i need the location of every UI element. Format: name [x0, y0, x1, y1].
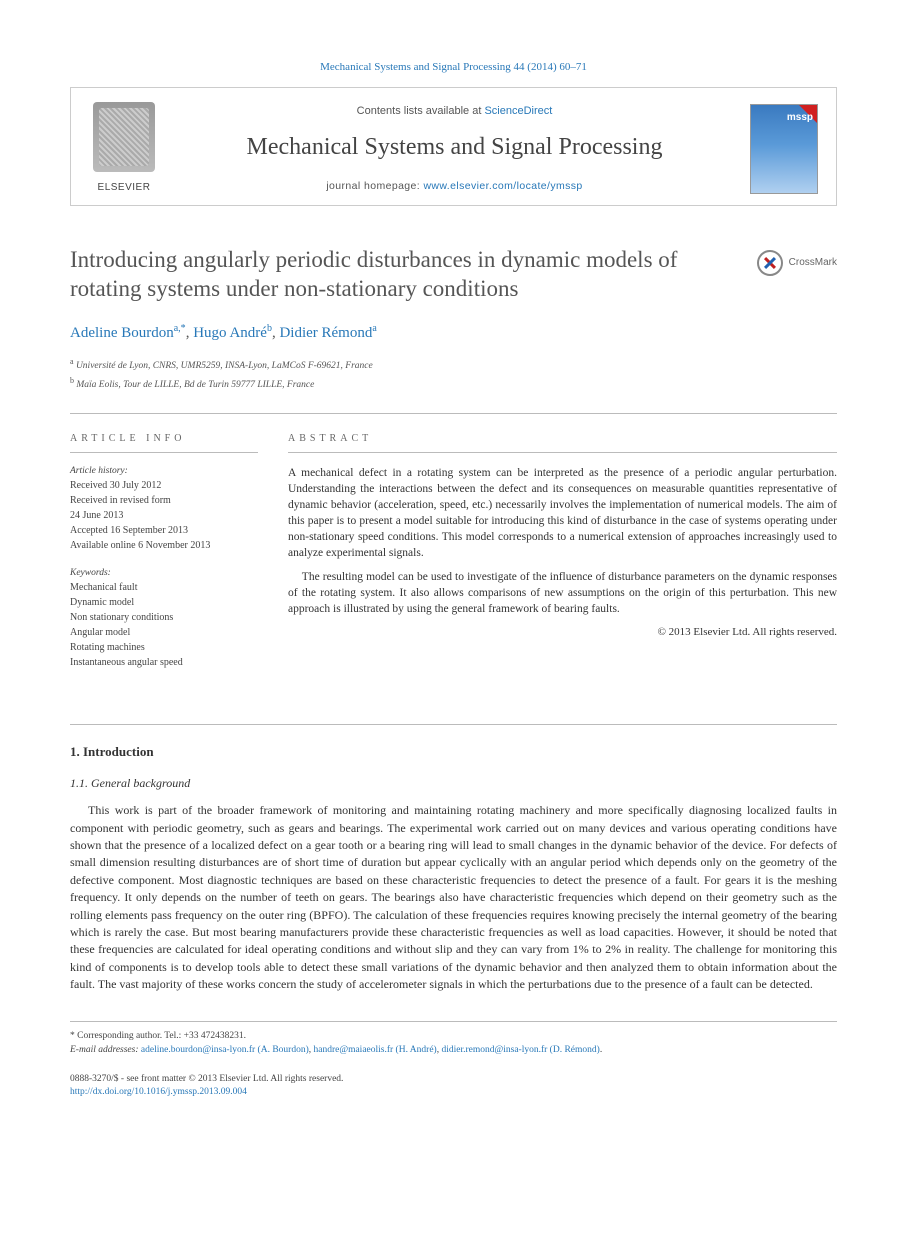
history-item: Received 30 July 2012	[70, 479, 258, 493]
journal-name: Mechanical Systems and Signal Processing	[177, 131, 732, 165]
sciencedirect-link[interactable]: ScienceDirect	[484, 105, 552, 117]
citation-header: Mechanical Systems and Signal Processing…	[70, 60, 837, 75]
author-link[interactable]: Hugo André	[193, 325, 267, 341]
cover-label: mssp	[787, 111, 813, 125]
email-link[interactable]: adeline.bourdon@insa-lyon.fr (A. Bourdon…	[141, 1045, 309, 1055]
keywords-label: Keywords:	[70, 567, 258, 580]
doi-link[interactable]: http://dx.doi.org/10.1016/j.ymssp.2013.0…	[70, 1087, 247, 1097]
header-center: Contents lists available at ScienceDirec…	[177, 104, 732, 194]
keyword: Mechanical fault	[70, 581, 258, 595]
article-title: Introducing angularly periodic disturban…	[70, 246, 710, 304]
abstract-copyright: © 2013 Elsevier Ltd. All rights reserved…	[288, 625, 837, 640]
divider	[70, 413, 837, 414]
email-link[interactable]: didier.remond@insa-lyon.fr (D. Rémond)	[441, 1045, 599, 1055]
author-link[interactable]: Didier Rémond	[279, 325, 372, 341]
article-head: CrossMark Introducing angularly periodic…	[70, 246, 837, 392]
history-label: Article history:	[70, 465, 258, 478]
section-introduction: 1. Introduction 1.1. General background …	[70, 743, 837, 993]
history-item: Accepted 16 September 2013	[70, 524, 258, 538]
history-item: Received in revised form	[70, 494, 258, 508]
publisher-logo-label: ELSEVIER	[89, 181, 159, 195]
section-heading: 1. Introduction	[70, 743, 837, 761]
abstract-heading: abstract	[288, 432, 837, 453]
history-block: Article history: Received 30 July 2012 R…	[70, 465, 258, 553]
contents-prefix: Contents lists available at	[357, 105, 485, 117]
keywords-block: Keywords: Mechanical fault Dynamic model…	[70, 567, 258, 670]
publisher-logo: ELSEVIER	[89, 102, 159, 195]
body-paragraph: This work is part of the broader framewo…	[70, 802, 837, 993]
divider	[70, 724, 837, 725]
keyword: Rotating machines	[70, 641, 258, 655]
article-info-heading: article info	[70, 432, 258, 453]
affiliation: b Maïa Eolis, Tour de LILLE, Bd de Turin…	[70, 375, 837, 392]
journal-header-box: ELSEVIER Contents lists available at Sci…	[70, 87, 837, 206]
homepage-prefix: journal homepage:	[326, 180, 423, 192]
contents-line: Contents lists available at ScienceDirec…	[177, 104, 732, 119]
abstract-paragraph: The resulting model can be used to inves…	[288, 569, 837, 617]
author-aff-sup: b	[267, 323, 272, 334]
author-list: Adeline Bourdona,*, Hugo Andréb, Didier …	[70, 322, 837, 344]
history-item: 24 June 2013	[70, 509, 258, 523]
corresponding-author-note: * Corresponding author. Tel.: +33 472438…	[70, 1030, 837, 1043]
abstract-column: abstract A mechanical defect in a rotati…	[288, 432, 837, 685]
affiliation: a Université de Lyon, CNRS, UMR5259, INS…	[70, 356, 837, 373]
author-aff-sup: a	[372, 323, 376, 334]
issn-line: 0888-3270/$ - see front matter © 2013 El…	[70, 1073, 837, 1086]
crossmark-badge[interactable]: CrossMark	[757, 250, 837, 276]
journal-cover-thumb: mssp	[750, 104, 818, 194]
homepage-link[interactable]: www.elsevier.com/locate/ymssp	[423, 180, 582, 192]
footnotes: * Corresponding author. Tel.: +33 472438…	[70, 1021, 837, 1057]
info-abstract-row: article info Article history: Received 3…	[70, 432, 837, 685]
keyword: Angular model	[70, 626, 258, 640]
affiliation-text: Université de Lyon, CNRS, UMR5259, INSA-…	[76, 361, 373, 371]
author-link[interactable]: Adeline Bourdon	[70, 325, 174, 341]
keyword: Dynamic model	[70, 596, 258, 610]
keyword: Instantaneous angular speed	[70, 656, 258, 670]
homepage-line: journal homepage: www.elsevier.com/locat…	[177, 179, 732, 194]
abstract-paragraph: A mechanical defect in a rotating system…	[288, 465, 837, 562]
keyword: Non stationary conditions	[70, 611, 258, 625]
crossmark-icon	[757, 250, 783, 276]
email-line: E-mail addresses: adeline.bourdon@insa-l…	[70, 1044, 837, 1057]
elsevier-tree-icon	[93, 102, 155, 172]
history-item: Available online 6 November 2013	[70, 539, 258, 553]
page-footer: 0888-3270/$ - see front matter © 2013 El…	[70, 1073, 837, 1100]
author-aff-sup: a,*	[174, 323, 186, 334]
crossmark-label: CrossMark	[789, 256, 837, 270]
subsection-heading: 1.1. General background	[70, 775, 837, 792]
article-info-column: article info Article history: Received 3…	[70, 432, 258, 685]
email-link[interactable]: handre@maiaeolis.fr (H. André)	[313, 1045, 436, 1055]
affiliation-text: Maïa Eolis, Tour de LILLE, Bd de Turin 5…	[76, 380, 314, 390]
email-label: E-mail addresses:	[70, 1045, 141, 1055]
